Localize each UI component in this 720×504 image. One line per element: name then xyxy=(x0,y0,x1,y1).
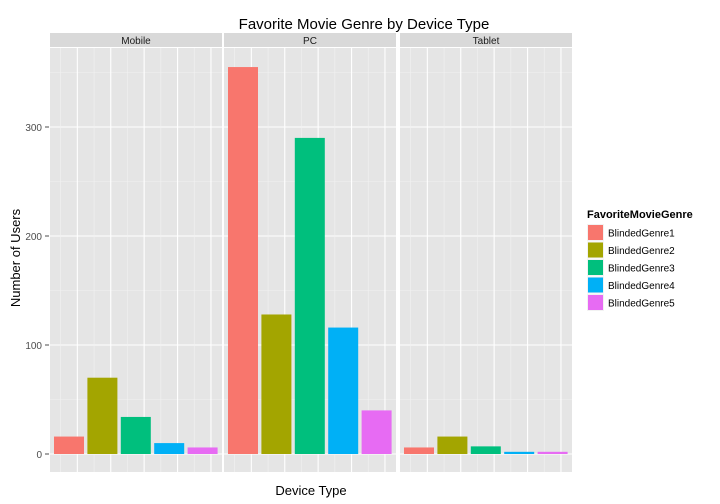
y-tick-label: 0 xyxy=(36,450,42,461)
bar-tablet-blindedgenre4 xyxy=(504,451,535,454)
y-tick-label: 100 xyxy=(25,341,42,352)
legend-label: BlindedGenre2 xyxy=(608,246,675,257)
panels: Mobile PC Tablet xyxy=(50,33,572,472)
bar-pc-blindedgenre2 xyxy=(261,314,292,454)
bar-pc-blindedgenre1 xyxy=(228,67,258,455)
panel-strip xyxy=(224,33,396,47)
bar-tablet-blindedgenre5 xyxy=(537,451,568,454)
x-axis-title: Device Type xyxy=(275,483,346,498)
panel-tablet: Tablet xyxy=(400,33,572,472)
bar-pc-blindedgenre3 xyxy=(294,137,325,454)
bar-tablet-blindedgenre1 xyxy=(404,447,434,454)
bar-pc-blindedgenre4 xyxy=(328,327,359,454)
legend-label: BlindedGenre1 xyxy=(608,229,675,240)
bar-pc-blindedgenre5 xyxy=(361,410,392,454)
panel-background xyxy=(400,48,572,472)
y-tick-label: 200 xyxy=(25,232,42,243)
legend-swatch xyxy=(588,260,603,275)
legend-swatch xyxy=(588,277,603,293)
bar-tablet-blindedgenre3 xyxy=(470,446,501,454)
bar-mobile-blindedgenre1 xyxy=(54,436,84,454)
bar-mobile-blindedgenre3 xyxy=(120,416,151,454)
y-axis: 0 100 200 300 xyxy=(25,123,49,461)
bar-tablet-blindedgenre2 xyxy=(437,436,468,454)
panel-background xyxy=(50,48,222,472)
legend-swatch xyxy=(588,225,603,240)
legend-swatch xyxy=(588,242,603,258)
legend-label: BlindedGenre3 xyxy=(608,264,675,275)
legend-swatch xyxy=(588,295,603,310)
legend: FavoriteMovieGenre BlindedGenre1 BlindedG… xyxy=(587,209,693,311)
panel-strip xyxy=(400,33,572,47)
panel-strip-label: Mobile xyxy=(121,36,151,47)
legend-title: FavoriteMovieGenre xyxy=(587,209,693,221)
legend-label: BlindedGenre4 xyxy=(608,281,675,292)
y-axis-title: Number of Users xyxy=(8,208,23,307)
panel-mobile: Mobile xyxy=(50,33,222,472)
panel-pc: PC xyxy=(224,33,396,472)
panel-strip xyxy=(50,33,222,47)
panel-strip-label: PC xyxy=(303,36,317,47)
chart-title: Favorite Movie Genre by Device Type xyxy=(239,16,490,33)
panel-strip-label: Tablet xyxy=(473,36,500,47)
y-tick-label: 300 xyxy=(25,123,42,134)
bar-mobile-blindedgenre5 xyxy=(187,447,218,454)
legend-label: BlindedGenre5 xyxy=(608,299,675,310)
bar-mobile-blindedgenre4 xyxy=(154,443,185,454)
bar-mobile-blindedgenre2 xyxy=(87,377,118,454)
